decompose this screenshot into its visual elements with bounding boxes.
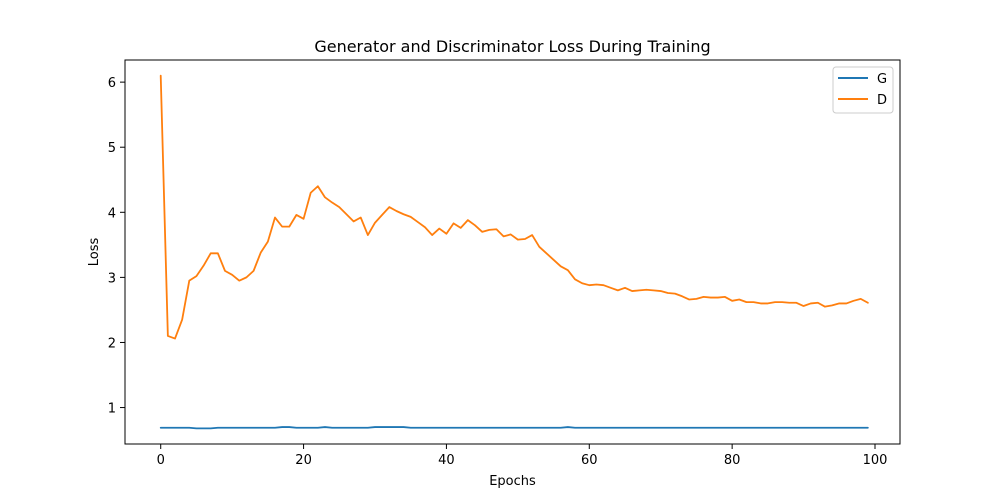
- x-tick-label: 20: [295, 453, 312, 468]
- y-tick-label: 3: [108, 271, 116, 286]
- y-axis-label: Loss: [87, 238, 102, 267]
- y-tick-label: 2: [108, 336, 116, 351]
- chart-title: Generator and Discriminator Loss During …: [314, 37, 710, 56]
- legend-label-g: G: [877, 72, 887, 87]
- x-tick-label: 80: [724, 453, 741, 468]
- x-tick-label: 100: [863, 453, 888, 468]
- x-tick-label: 60: [581, 453, 598, 468]
- legend: G D: [832, 66, 894, 114]
- series-line-g: [159, 426, 869, 430]
- x-tick-label: 40: [438, 453, 455, 468]
- y-tick-label: 1: [108, 402, 116, 417]
- legend-label-d: D: [877, 93, 887, 108]
- series-line-d: [159, 74, 869, 340]
- x-tick-label: 0: [157, 453, 165, 468]
- plot-frame: [124, 59, 901, 445]
- y-tick-label: 6: [108, 76, 116, 91]
- y-tick-label: 4: [108, 206, 116, 221]
- plot-area: [159, 74, 869, 430]
- y-tick-label: 5: [108, 141, 116, 156]
- x-axis-label: Epochs: [489, 474, 536, 489]
